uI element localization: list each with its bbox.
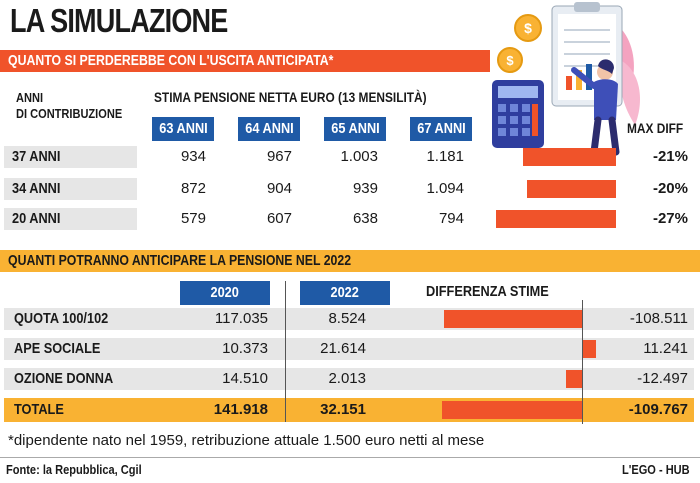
table2-row-label: OZIONE DONNA	[14, 370, 114, 387]
table2-cell-2022: 2.013	[328, 370, 366, 387]
section1-header-band: QUANTO SI PERDEREBBE CON L'USCITA ANTICI…	[0, 50, 490, 72]
diff-bar	[566, 370, 582, 388]
table1-row-bg	[4, 208, 137, 230]
table1-cell: 934	[180, 148, 206, 165]
svg-text:$: $	[506, 53, 514, 68]
max-diff-bar	[527, 180, 616, 198]
table2-cell-2020: 14.510	[222, 370, 268, 387]
diff-value: -108.511	[629, 310, 688, 327]
svg-text:$: $	[524, 20, 532, 36]
table1-cell: 638	[352, 210, 378, 227]
diff-header: DIFFERENZA STIME	[426, 283, 549, 300]
table1-cell: 872	[180, 180, 206, 197]
row-header-line1: ANNI	[16, 90, 44, 105]
diff-value: -109.767	[628, 401, 688, 418]
table1-cell: 1.003	[340, 148, 378, 165]
footnote: *dipendente nato nel 1959, retribuzione …	[8, 432, 485, 449]
max-diff-value: -21%	[652, 148, 688, 165]
columns-header: STIMA PENSIONE NETTA EURO (13 MENSILITÀ)	[154, 89, 427, 105]
col-64-anni: 64 ANNI	[238, 117, 300, 141]
section2-header-band: QUANTI POTRANNO ANTICIPARE LA PENSIONE N…	[0, 250, 700, 272]
col-63-anni: 63 ANNI	[152, 117, 214, 141]
table2-row-label-total: TOTALE	[14, 401, 64, 418]
diff-zero-line	[582, 300, 583, 424]
max-diff-value: -27%	[652, 210, 688, 227]
diff-bar	[442, 401, 582, 419]
table2-cell-2020: 117.035	[214, 310, 268, 327]
diff-value: -12.497	[637, 370, 688, 387]
table2-cell-2022: 21.614	[320, 340, 366, 357]
diff-bar	[443, 310, 582, 328]
row-header-line2: DI CONTRIBUZIONE	[16, 106, 123, 121]
col-2020: 2020	[180, 281, 270, 305]
table2-cell-2020: 10.373	[222, 340, 268, 357]
section1-header: QUANTO SI PERDEREBBE CON L'USCITA ANTICI…	[8, 52, 334, 69]
table1-row-label: 34 ANNI	[12, 180, 61, 197]
table2-row-bg	[4, 368, 694, 390]
table1-cell: 967	[266, 148, 292, 165]
col-67-anni: 67 ANNI	[410, 117, 472, 141]
col-2022: 2022	[300, 281, 390, 305]
max-diff-bar	[522, 148, 616, 166]
table2-cell-2022: 8.524	[328, 310, 366, 327]
diff-bar	[582, 340, 597, 358]
max-diff-header: MAX DIFF	[627, 120, 684, 136]
table2-row-bg	[4, 338, 694, 360]
table1-cell: 904	[266, 180, 292, 197]
pension-illustration: $ $	[492, 2, 640, 156]
max-diff-bar	[496, 210, 616, 228]
table2-row-label: APE SOCIALE	[14, 340, 101, 357]
table1-cell: 1.181	[426, 148, 464, 165]
footer-divider	[0, 457, 700, 458]
table1-row-label: 37 ANNI	[12, 148, 61, 165]
diff-value: 11.241	[643, 340, 688, 357]
table1-row-bg	[4, 178, 137, 200]
table1-cell: 1.094	[426, 180, 464, 197]
table1-row-label: 20 ANNI	[12, 210, 61, 227]
table2-cell-2020: 141.918	[213, 401, 268, 418]
table1-row-bg	[4, 146, 137, 168]
table2-row-label: QUOTA 100/102	[14, 310, 109, 327]
col-65-anni: 65 ANNI	[324, 117, 386, 141]
table2-cell-2022: 32.151	[320, 401, 366, 418]
column-divider	[285, 281, 286, 422]
table1-cell: 579	[180, 210, 206, 227]
section2-header: QUANTI POTRANNO ANTICIPARE LA PENSIONE N…	[8, 252, 352, 269]
table1-cell: 607	[266, 210, 292, 227]
table1-cell: 939	[352, 180, 378, 197]
page-title: LA SIMULAZIONE	[10, 2, 228, 39]
brand-logo-text: L'EGO - HUB	[622, 462, 690, 477]
table1-cell: 794	[438, 210, 464, 227]
source-credit: Fonte: la Repubblica, Cgil	[6, 462, 142, 477]
max-diff-value: -20%	[652, 180, 688, 197]
